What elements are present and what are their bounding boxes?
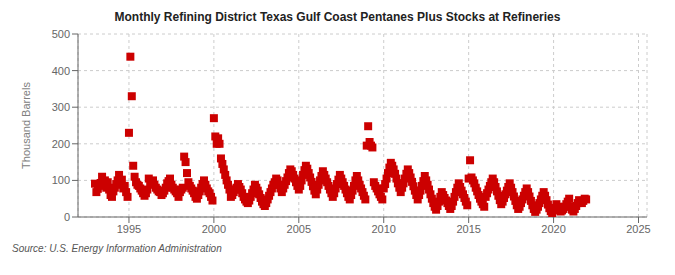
svg-text:2015: 2015 — [456, 223, 480, 235]
svg-text:2010: 2010 — [371, 223, 395, 235]
svg-text:2025: 2025 — [626, 223, 650, 235]
svg-text:2020: 2020 — [541, 223, 565, 235]
svg-text:2000: 2000 — [202, 223, 226, 235]
svg-text:Thousand Barrels: Thousand Barrels — [20, 82, 32, 169]
svg-text:200: 200 — [52, 138, 70, 150]
html-text:Monthly Refining District Texa: Monthly Refining District Texas Gulf Coa… — [114, 10, 561, 24]
svg-text:100: 100 — [52, 174, 70, 186]
svg-text:1995: 1995 — [117, 223, 141, 235]
svg-text:300: 300 — [52, 101, 70, 113]
svg-text:400: 400 — [52, 65, 70, 77]
svg-text:0: 0 — [64, 211, 70, 223]
svg-text:2005: 2005 — [287, 223, 311, 235]
html-text:Source: U.S. Energy Informatio: Source: U.S. Energy Information Administ… — [12, 243, 222, 254]
svg-text:500: 500 — [52, 28, 70, 40]
